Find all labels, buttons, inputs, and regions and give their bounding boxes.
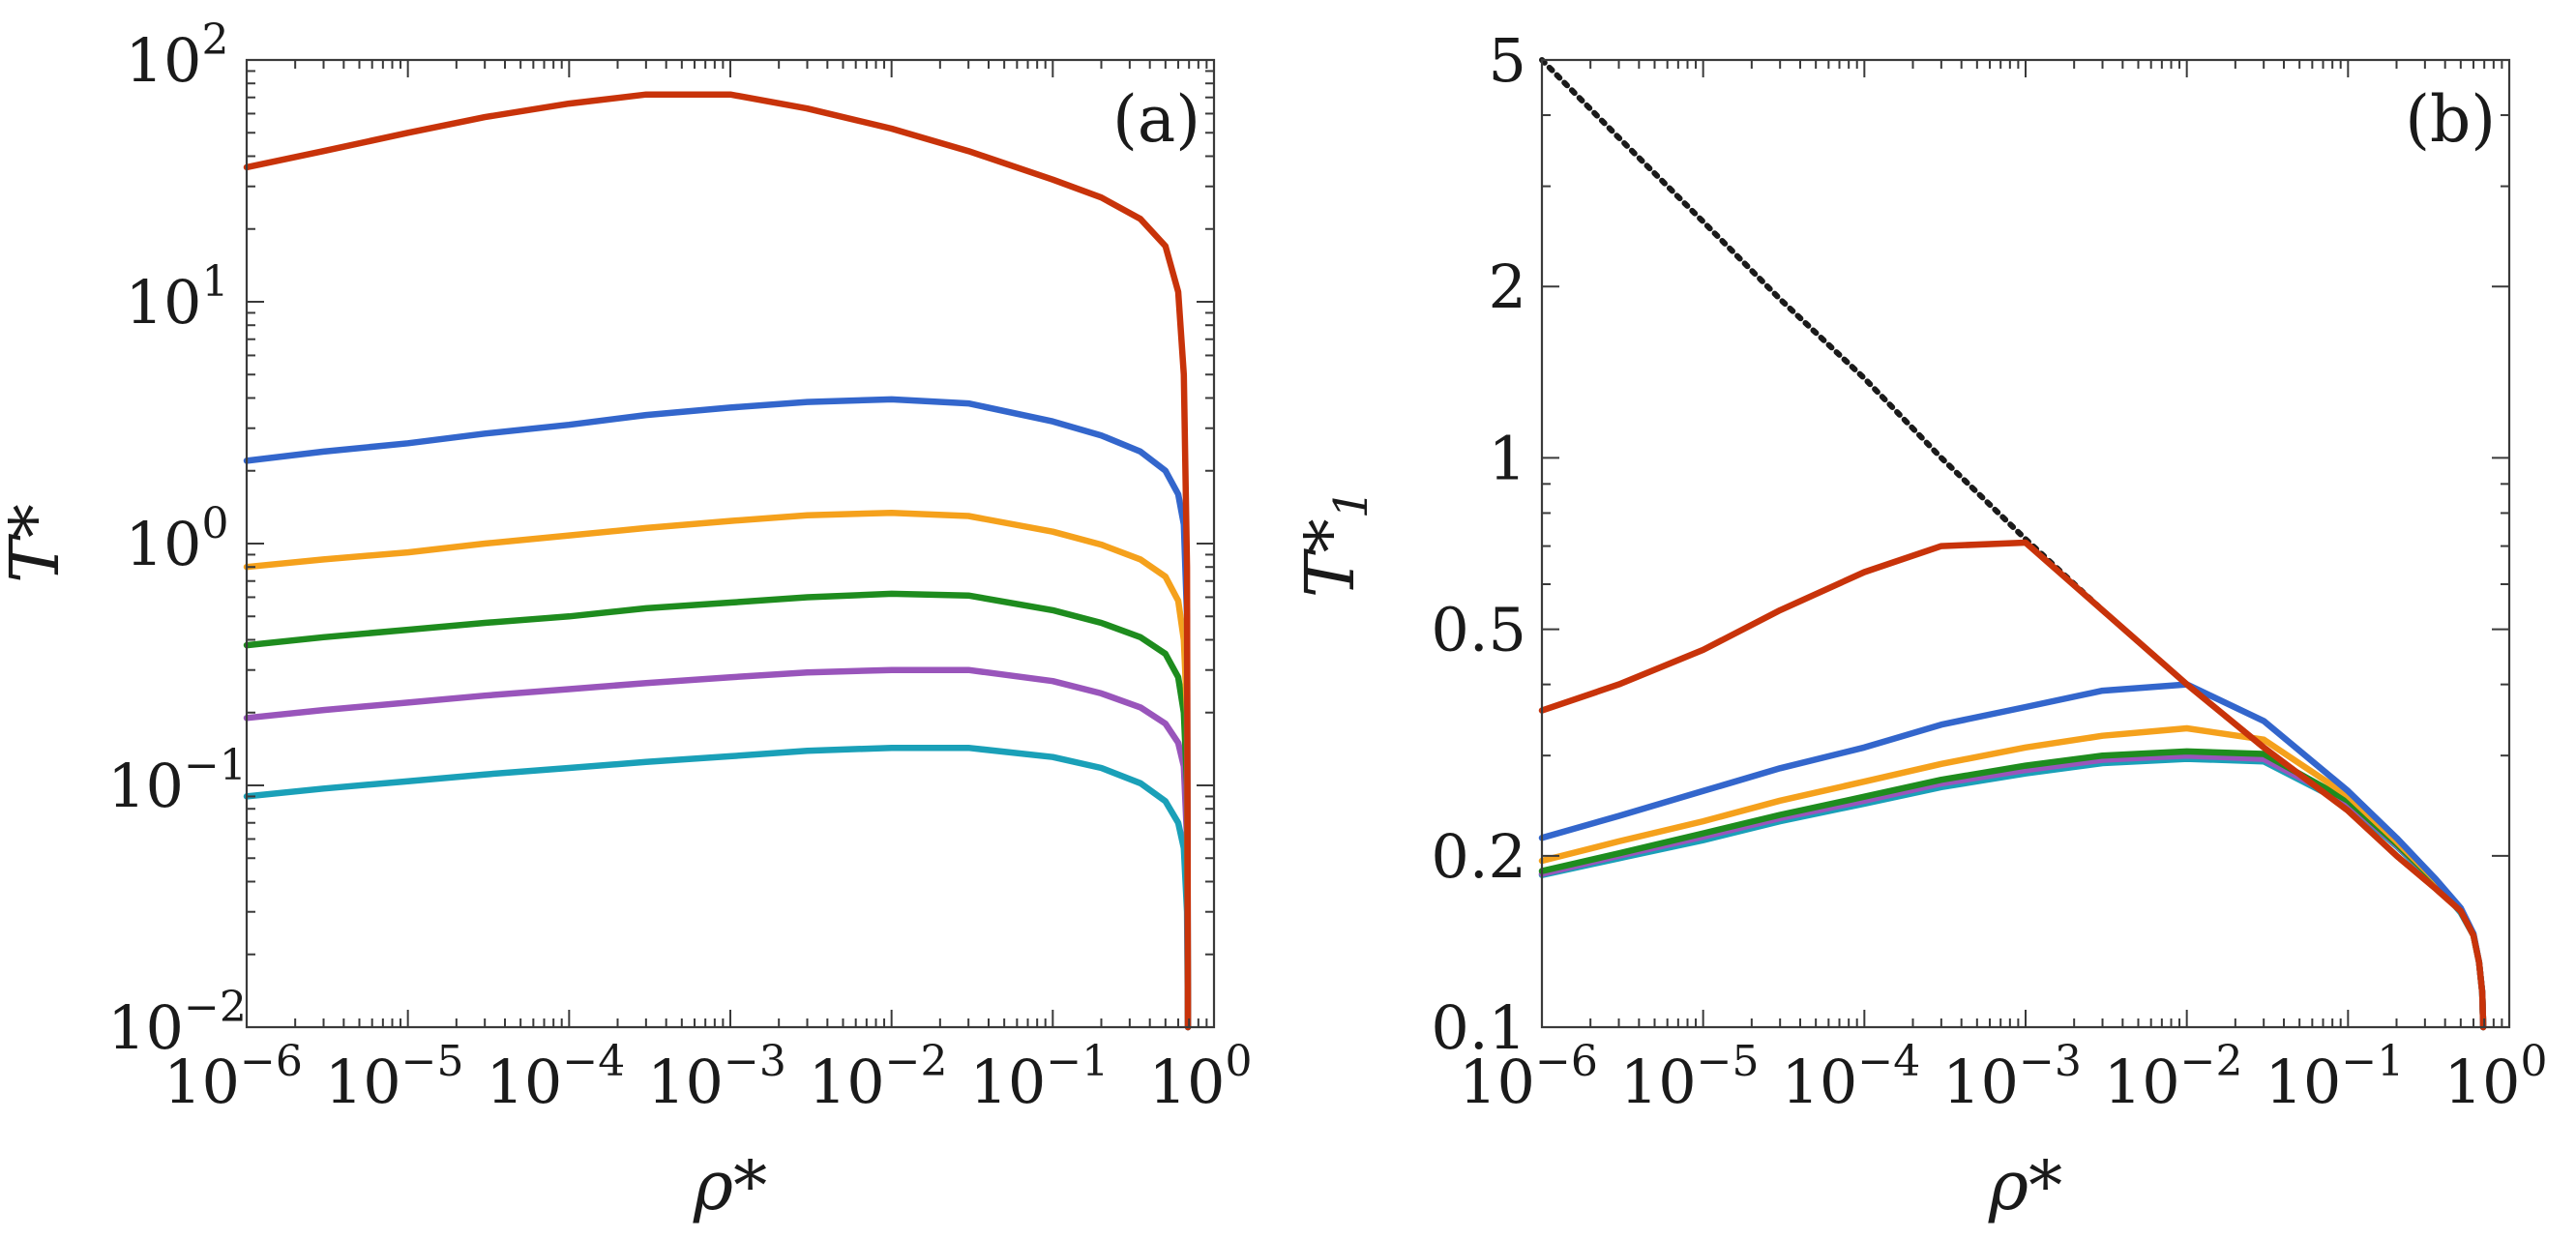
panel-b-label: (b) [2405,82,2496,157]
panel-b-axes: 10−6 10−5 10−4 10−3 10−2 10−1 100 0.1 0.2 0.5 1 2 5 [1431,25,2547,1117]
panel-a-curve-6 [243,744,1192,1031]
panel-a-y-tick-label: 100 [126,499,229,579]
panel-a-curve-2 [243,396,1192,1031]
panel-b-curves [1538,57,2487,1031]
panel-a-x-tick-label: 10−1 [969,1037,1109,1117]
panel-b-y-tick-label: 0.1 [1431,992,1526,1063]
panel-b-frame [1540,58,2511,1029]
panel-a-x-tick-label: 10−6 [163,1037,303,1117]
panel-b-x-tick-label: 10−1 [2265,1037,2404,1117]
panel-a-curve-3 [243,509,1192,1031]
panel-a-frame [245,58,1216,1029]
panel-a-curve-5 [243,666,1192,1031]
panel-a-y-axis-title: T* [0,504,74,583]
panel-b-x-axis-title: ρ* [1988,1146,2062,1225]
panel-b-y-tick-label: 1 [1489,423,1526,493]
panel-b-curve-2 [1538,681,2487,1031]
panel-a-y-tick-label: 10−2 [107,983,247,1063]
panel-b: 10−6 10−5 10−4 10−3 10−2 10−1 1000.10.20.5125 … [1290,25,2547,1225]
panel-b-y-axis-title-main: T* [1290,518,1370,598]
panel-a-x-tick-label: 10−4 [486,1037,625,1117]
panel-b-y-tick-label: 2 [1489,251,1526,322]
panel-a-y-tick-label: 10−1 [107,741,247,821]
panel-a-y-tick-label: 102 [126,15,229,96]
panel-b-x-tick-label: 100 [2444,1037,2548,1117]
panel-b-x-tick-label: 10−4 [1781,1037,1920,1117]
panel-b-x-tick-label: 10−5 [1620,1037,1760,1117]
panel-b-x-tick-label: 10−6 [1459,1037,1598,1117]
panel-a-x-tick-label: 100 [1149,1037,1253,1117]
panel-a-x-tick-label: 10−5 [325,1037,464,1117]
panel-a-x-axis-title: ρ* [693,1146,767,1225]
panel-b-y-tick-label: 0.2 [1431,821,1526,892]
panel-b-x-tick-label: 10−3 [1942,1037,2082,1117]
panel-a-y-tick-label: 101 [126,257,229,338]
panel-b-curve-1 [1538,539,2487,1031]
panel-b-y-axis-title-subscript: 1 [1324,489,1378,519]
panel-a-axes: 10−6 10−5 10−4 10−3 10−2 10−1 100 10−2 10−1 100 10… [107,15,1252,1117]
panel-a-curves [243,91,1192,1031]
panel-b-y-axis-title: T*1 [1290,489,1378,598]
panel-b-y-tick-label: 5 [1489,25,1526,96]
panel-a-x-tick-label: 10−3 [647,1037,786,1117]
panel-a: 10−6 10−5 10−4 10−3 10−2 10−1 100 10−2 10−1 100 10… [0,15,1252,1225]
panel-a-x-tick-label: 10−2 [809,1037,948,1117]
panel-a-curve-4 [243,590,1192,1031]
panel-a-label: (a) [1112,82,1200,157]
panel-b-x-tick-label: 10−2 [2104,1037,2243,1117]
panel-b-y-tick-label: 0.5 [1431,595,1526,665]
panel-a-curve-1 [243,91,1192,1031]
